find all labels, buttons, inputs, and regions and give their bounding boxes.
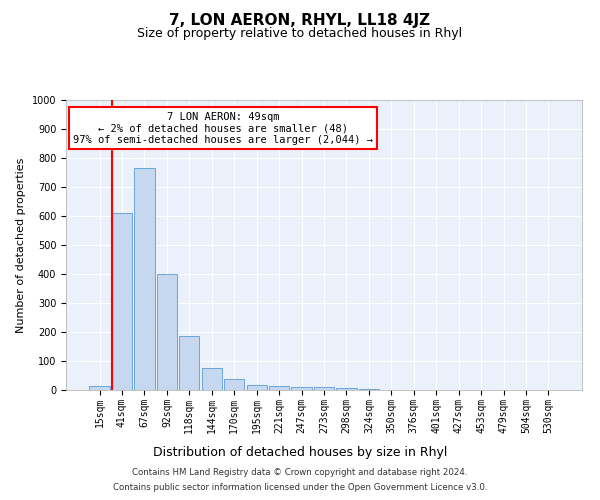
Bar: [224, 380, 244, 390]
Bar: [247, 385, 267, 390]
Bar: [314, 387, 334, 390]
Bar: [269, 386, 289, 390]
Text: 7 LON AERON: 49sqm
← 2% of detached houses are smaller (48)
97% of semi-detached: 7 LON AERON: 49sqm ← 2% of detached hous…: [73, 112, 373, 145]
Bar: [134, 168, 155, 390]
Text: Size of property relative to detached houses in Rhyl: Size of property relative to detached ho…: [137, 28, 463, 40]
Bar: [112, 213, 132, 390]
Text: Contains public sector information licensed under the Open Government Licence v3: Contains public sector information licen…: [113, 483, 487, 492]
Bar: [157, 274, 177, 390]
Y-axis label: Number of detached properties: Number of detached properties: [16, 158, 26, 332]
Bar: [337, 388, 356, 390]
Bar: [179, 336, 199, 390]
Bar: [89, 386, 110, 390]
Text: Distribution of detached houses by size in Rhyl: Distribution of detached houses by size …: [153, 446, 447, 459]
Text: 7, LON AERON, RHYL, LL18 4JZ: 7, LON AERON, RHYL, LL18 4JZ: [169, 12, 431, 28]
Bar: [202, 368, 222, 390]
Bar: [359, 389, 379, 390]
Bar: [292, 387, 311, 390]
Text: Contains HM Land Registry data © Crown copyright and database right 2024.: Contains HM Land Registry data © Crown c…: [132, 468, 468, 477]
